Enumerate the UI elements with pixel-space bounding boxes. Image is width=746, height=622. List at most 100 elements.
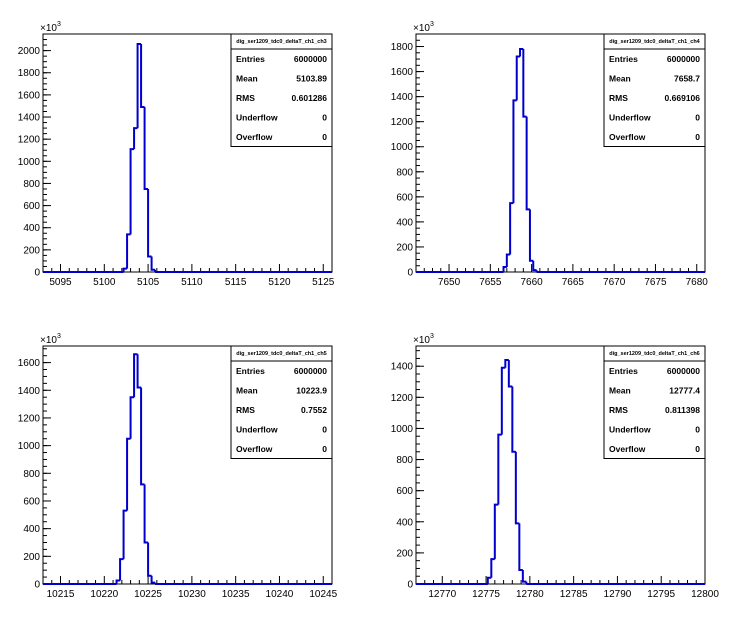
y-tick-label: 1600 [18, 358, 41, 369]
histogram-bin [522, 49, 527, 118]
stats-value: 0 [322, 444, 327, 454]
y-tick-label: 1200 [18, 135, 41, 146]
histogram-bin [122, 509, 128, 560]
stats-value: 0 [322, 425, 327, 435]
y-multiplier-exponent: 3 [430, 333, 434, 340]
stats-value: 0 [322, 132, 327, 142]
stats-title: dig_ser1209_tdc0_deltaT_ch1_ch3 [236, 39, 327, 45]
histogram-bin [497, 433, 502, 505]
histogram-bin [509, 202, 514, 255]
histogram-bin [500, 366, 506, 435]
y-tick-label: 1200 [18, 413, 41, 424]
stats-value: 0.669106 [665, 93, 701, 103]
y-multiplier: ×10 [413, 335, 430, 346]
histogram-pad-4: 0 200 400 600 800 1000 1200 1400 12770 12775 12780… [391, 333, 720, 600]
stats-label: Underflow [609, 425, 651, 435]
x-tick-label: 7660 [520, 277, 543, 288]
stats-box-frame [603, 33, 706, 147]
histogram-bin [519, 48, 524, 57]
stats-label: RMS [609, 405, 628, 415]
histogram-pad-1: 0 200 400 600 800 1000 1200 1400 1600 1800 2000 509… [18, 21, 335, 288]
stats-label: Mean [236, 74, 258, 84]
stats-value: 0.811398 [665, 405, 700, 415]
histogram-pad-2: 0 200 400 600 800 1000 1200 1400 1600 1800 7650 765… [391, 21, 709, 288]
y-tick-label: 1800 [391, 42, 414, 53]
histogram-bin [122, 267, 128, 272]
histogram-bin [126, 437, 131, 511]
stats-value: 10223.9 [296, 386, 327, 396]
y-tick-label: 200 [396, 548, 413, 559]
histogram-bin [140, 387, 145, 486]
stats-value: 6000000 [294, 366, 327, 376]
stats-label: Entries [236, 54, 265, 64]
y-tick-label: 600 [23, 201, 40, 212]
histogram-bin [133, 127, 138, 150]
histogram-bin [502, 265, 507, 272]
histogram-bin [507, 360, 513, 388]
y-tick-label: 600 [396, 192, 413, 203]
stats-value: 5103.89 [296, 74, 327, 84]
stats-value: 6000000 [294, 54, 327, 64]
x-tick-label: 5125 [312, 277, 335, 288]
y-tick-label: 200 [23, 245, 40, 256]
y-tick-label: 200 [396, 242, 413, 253]
histogram-bin [136, 354, 142, 389]
y-tick-label: 1400 [391, 362, 414, 373]
stats-label: RMS [236, 93, 255, 103]
histogram-bin [532, 260, 537, 272]
stats-label: RMS [609, 93, 628, 103]
stats-title: dig_ser1209_tdc0_deltaT_ch1_ch5 [236, 351, 327, 357]
stats-value: 0 [695, 425, 700, 435]
y-tick-label: 1800 [18, 68, 41, 79]
stats-value: 0 [322, 113, 327, 123]
stats-value: 0 [695, 444, 700, 454]
y-tick-label: 1000 [18, 157, 41, 168]
stats-box: dig_ser1209_tdc0_deltaT_ch1_ch3 Entries 60… [230, 33, 333, 147]
y-tick-label: 1600 [18, 90, 41, 101]
histogram-bin [512, 99, 517, 204]
x-tick-label: 5115 [225, 277, 247, 288]
histogram-bin [490, 558, 495, 578]
x-tick-label: 5110 [181, 277, 203, 288]
stats-label: Mean [236, 386, 258, 396]
stats-value: 0 [695, 132, 700, 142]
stats-label: Overflow [609, 132, 646, 142]
x-tick-label: 5095 [49, 277, 72, 288]
y-multiplier: ×10 [40, 23, 57, 34]
histogram-bin [150, 256, 156, 271]
x-tick-label: 10245 [309, 589, 337, 600]
histogram-bin [521, 570, 527, 583]
histogram-bin [136, 42, 142, 129]
stats-label: Underflow [236, 425, 278, 435]
histogram-bin [115, 579, 121, 584]
stats-label: Underflow [609, 113, 651, 123]
y-tick-label: 2000 [18, 46, 41, 57]
y-tick-label: 1400 [18, 113, 41, 124]
histogram-bin [119, 558, 124, 581]
x-tick-label: 7665 [562, 277, 585, 288]
histogram-bin [133, 353, 138, 398]
x-tick-label: 10220 [90, 589, 118, 600]
x-tick-label: 10225 [134, 589, 162, 600]
y-multiplier-exponent: 3 [57, 333, 61, 340]
histogram-bin [518, 523, 523, 571]
histogram-bin [528, 209, 534, 262]
x-tick-label: 12785 [560, 589, 588, 600]
y-tick-label: 800 [23, 179, 40, 190]
x-tick-label: 5120 [268, 277, 291, 288]
stats-value: 12777.4 [669, 386, 700, 396]
stats-box-frame [230, 345, 333, 459]
stats-value: 7658.7 [674, 74, 700, 84]
histogram-bin [143, 484, 149, 544]
y-tick-label: 1200 [391, 117, 414, 128]
x-tick-label: 7680 [686, 277, 709, 288]
x-tick-label: 12790 [604, 589, 632, 600]
stats-value: 0 [695, 113, 700, 123]
stats-value: 0.7552 [301, 405, 327, 415]
x-tick-label: 10235 [222, 589, 250, 600]
histogram-bin [486, 576, 492, 584]
y-tick-label: 400 [23, 524, 40, 535]
histogram-bin [150, 575, 156, 584]
stats-label: Overflow [236, 132, 273, 142]
y-tick-label: 1400 [391, 92, 414, 103]
